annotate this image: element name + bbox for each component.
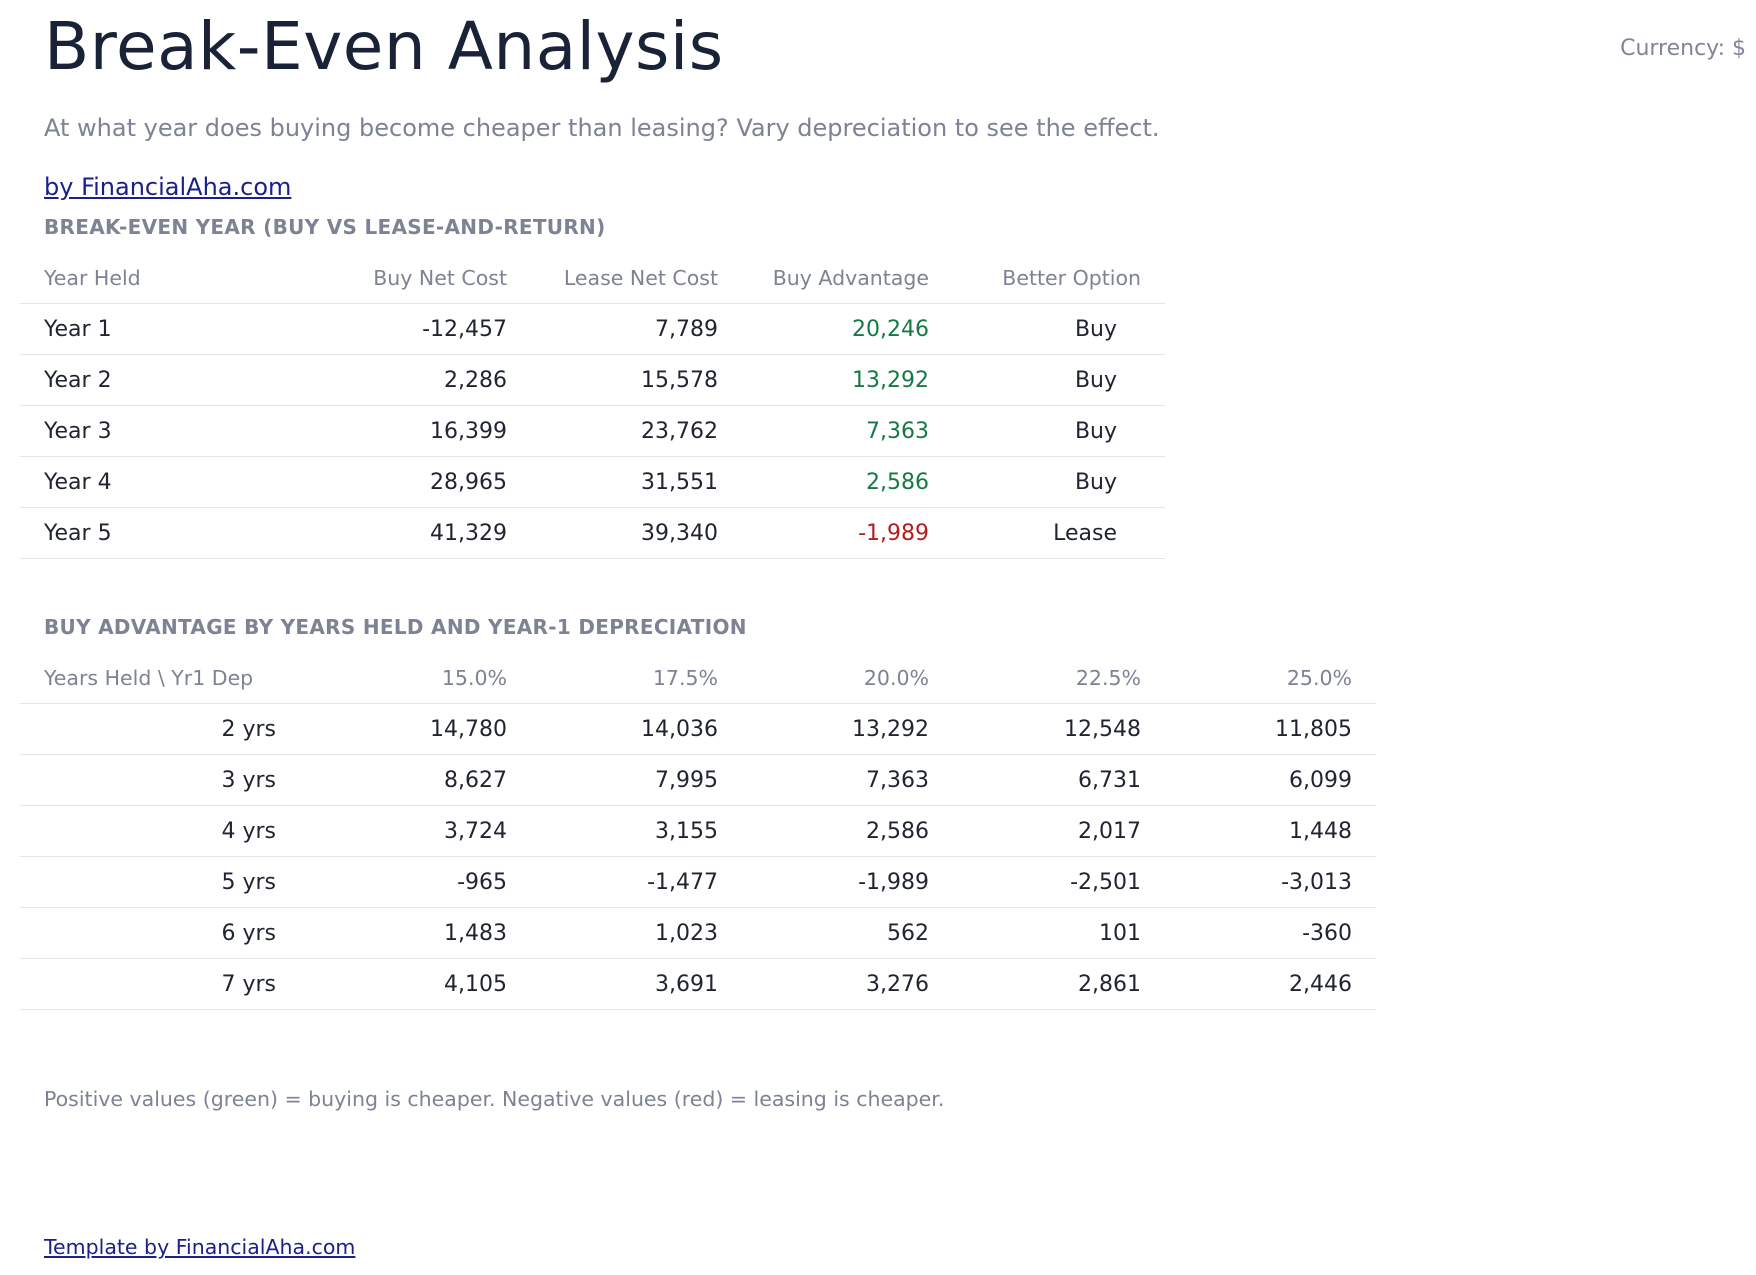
table-row: Year 5 41,329 39,340 -1,989 Lease — [20, 508, 1165, 559]
corner-header: Years Held \ Yr1 Dep — [44, 665, 254, 690]
lease-net-cost-cell: 23,762 — [641, 418, 718, 444]
sensitivity-header-row: Years Held \ Yr1 Dep 15.0% 17.5% 20.0% 2… — [20, 652, 1376, 704]
better-option-cell: Buy — [1074, 316, 1117, 342]
table-row: 7 yrs 4,105 3,691 3,276 2,861 2,446 — [20, 959, 1376, 1010]
value-cell: -965 — [457, 869, 507, 895]
years-held-cell: 3 yrs — [221, 767, 276, 793]
years-held-cell: 7 yrs — [221, 971, 276, 997]
value-cell: -360 — [1302, 920, 1352, 946]
column-header-buy-advantage: Buy Advantage — [772, 265, 929, 290]
value-cell: 4,105 — [444, 971, 507, 997]
column-header-dep-22-5: 22.5% — [1075, 665, 1141, 690]
buy-advantage-cell: -1,989 — [858, 520, 929, 546]
column-header-dep-20: 20.0% — [863, 665, 929, 690]
column-header-lease-net-cost: Lease Net Cost — [563, 265, 718, 290]
value-cell: -3,013 — [1281, 869, 1352, 895]
value-cell: 12,548 — [1064, 716, 1141, 742]
value-cell: 3,691 — [655, 971, 718, 997]
value-cell: 14,780 — [430, 716, 507, 742]
table-row: Year 3 16,399 23,762 7,363 Buy — [20, 406, 1165, 457]
year-held-cell: Year 3 — [44, 418, 112, 444]
legend-note: Positive values (green) = buying is chea… — [44, 1087, 945, 1111]
value-cell: 6,099 — [1289, 767, 1352, 793]
year-held-cell: Year 5 — [44, 520, 112, 546]
value-cell: 2,861 — [1078, 971, 1141, 997]
buy-net-cost-cell: 41,329 — [430, 520, 507, 546]
lease-net-cost-cell: 15,578 — [641, 367, 718, 393]
value-cell: 2,586 — [866, 818, 929, 844]
sensitivity-section-title: BUY ADVANTAGE BY YEARS HELD AND YEAR-1 D… — [44, 615, 747, 639]
better-option-cell: Lease — [1053, 520, 1117, 546]
value-cell: 3,724 — [444, 818, 507, 844]
column-header-dep-17-5: 17.5% — [652, 665, 718, 690]
currency-label: Currency: $ — [1620, 36, 1746, 61]
better-option-cell: Buy — [1074, 418, 1117, 444]
buy-advantage-cell: 7,363 — [866, 418, 929, 444]
column-header-year-held: Year Held — [44, 265, 141, 290]
brand-link[interactable]: by FinancialAha.com — [44, 173, 292, 201]
value-cell: 13,292 — [852, 716, 929, 742]
year-held-cell: Year 2 — [44, 367, 112, 393]
table-row: 5 yrs -965 -1,477 -1,989 -2,501 -3,013 — [20, 857, 1376, 908]
table-row: Year 2 2,286 15,578 13,292 Buy — [20, 355, 1165, 406]
table-row: 6 yrs 1,483 1,023 562 101 -360 — [20, 908, 1376, 959]
value-cell: 2,017 — [1078, 818, 1141, 844]
table-row: Year 4 28,965 31,551 2,586 Buy — [20, 457, 1165, 508]
value-cell: -1,477 — [647, 869, 718, 895]
break-even-header-row: Year Held Buy Net Cost Lease Net Cost Bu… — [20, 252, 1165, 304]
buy-advantage-cell: 2,586 — [866, 469, 929, 495]
buy-net-cost-cell: 28,965 — [430, 469, 507, 495]
column-header-better-option: Better Option — [1002, 265, 1141, 290]
value-cell: 11,805 — [1275, 716, 1352, 742]
value-cell: -2,501 — [1070, 869, 1141, 895]
buy-net-cost-cell: 2,286 — [444, 367, 507, 393]
value-cell: 14,036 — [641, 716, 718, 742]
lease-net-cost-cell: 39,340 — [641, 520, 718, 546]
column-header-dep-15: 15.0% — [441, 665, 507, 690]
years-held-cell: 5 yrs — [221, 869, 276, 895]
lease-net-cost-cell: 31,551 — [641, 469, 718, 495]
value-cell: 1,483 — [444, 920, 507, 946]
years-held-cell: 6 yrs — [221, 920, 276, 946]
lease-net-cost-cell: 7,789 — [655, 316, 718, 342]
table-row: Year 1 -12,457 7,789 20,246 Buy — [20, 304, 1165, 355]
break-even-table: Year Held Buy Net Cost Lease Net Cost Bu… — [20, 252, 1165, 559]
table-row: 4 yrs 3,724 3,155 2,586 2,017 1,448 — [20, 806, 1376, 857]
value-cell: 7,363 — [866, 767, 929, 793]
years-held-cell: 4 yrs — [221, 818, 276, 844]
table-row: 2 yrs 14,780 14,036 13,292 12,548 11,805 — [20, 704, 1376, 755]
value-cell: 1,023 — [655, 920, 718, 946]
buy-advantage-cell: 20,246 — [852, 316, 929, 342]
value-cell: 101 — [1099, 920, 1141, 946]
value-cell: 6,731 — [1078, 767, 1141, 793]
table-row: 3 yrs 8,627 7,995 7,363 6,731 6,099 — [20, 755, 1376, 806]
value-cell: 7,995 — [655, 767, 718, 793]
sensitivity-table: Years Held \ Yr1 Dep 15.0% 17.5% 20.0% 2… — [20, 652, 1376, 1010]
value-cell: 8,627 — [444, 767, 507, 793]
value-cell: 3,155 — [655, 818, 718, 844]
buy-net-cost-cell: -12,457 — [422, 316, 507, 342]
break-even-section-title: BREAK-EVEN YEAR (BUY VS LEASE-AND-RETURN… — [44, 215, 606, 239]
better-option-cell: Buy — [1074, 367, 1117, 393]
year-held-cell: Year 4 — [44, 469, 112, 495]
value-cell: 1,448 — [1289, 818, 1352, 844]
footer-link[interactable]: Template by FinancialAha.com — [44, 1235, 356, 1259]
value-cell: 3,276 — [866, 971, 929, 997]
page-subtitle: At what year does buying become cheaper … — [44, 114, 1160, 142]
better-option-cell: Buy — [1074, 469, 1117, 495]
value-cell: -1,989 — [858, 869, 929, 895]
column-header-dep-25: 25.0% — [1286, 665, 1352, 690]
column-header-buy-net-cost: Buy Net Cost — [373, 265, 507, 290]
buy-advantage-cell: 13,292 — [852, 367, 929, 393]
year-held-cell: Year 1 — [44, 316, 112, 342]
page-title: Break-Even Analysis — [44, 8, 724, 85]
value-cell: 562 — [887, 920, 929, 946]
years-held-cell: 2 yrs — [221, 716, 276, 742]
value-cell: 2,446 — [1289, 971, 1352, 997]
buy-net-cost-cell: 16,399 — [430, 418, 507, 444]
